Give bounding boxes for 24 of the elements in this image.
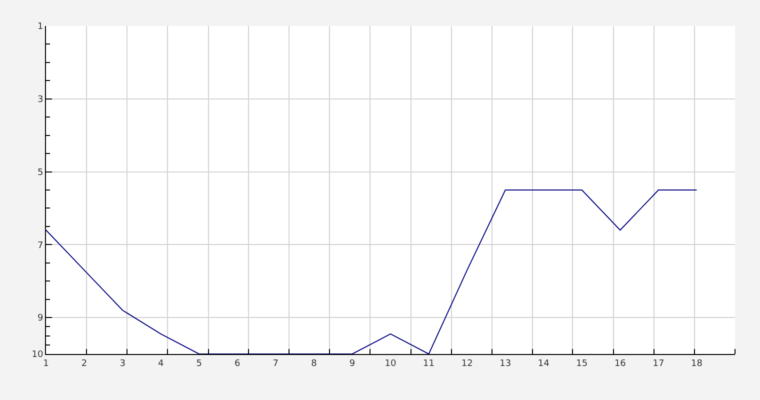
x-tick-label: 6 [234,358,241,369]
x-tick-label: 14 [538,358,550,369]
x-tick-label: 13 [500,358,512,369]
x-tick-label: 7 [272,358,279,369]
x-tick-label: 11 [423,358,435,369]
x-tick-label: 2 [81,358,88,369]
y-tick-label: 1 [37,22,44,32]
x-tick-label: 10 [384,358,396,369]
x-tick-label: 17 [652,358,664,369]
x-tick-label: 18 [690,358,703,369]
x-tick-label: 3 [120,358,126,369]
y-tick-label: 3 [37,95,44,106]
x-tick-label: 4 [158,358,164,369]
y-tick-label: 10 [32,350,44,360]
x-tick-label: 5 [196,358,202,369]
y-tick-label: 9 [37,314,44,324]
x-tick-label: 9 [349,358,356,369]
x-tick-label: 16 [614,358,626,369]
y-tick-label: 7 [37,240,44,251]
x-tick-label: 8 [311,358,318,369]
x-tick-label: 12 [461,358,473,369]
y-tick-label: 5 [37,168,44,178]
line-series [46,190,698,354]
x-tick-label: 15 [576,358,588,369]
